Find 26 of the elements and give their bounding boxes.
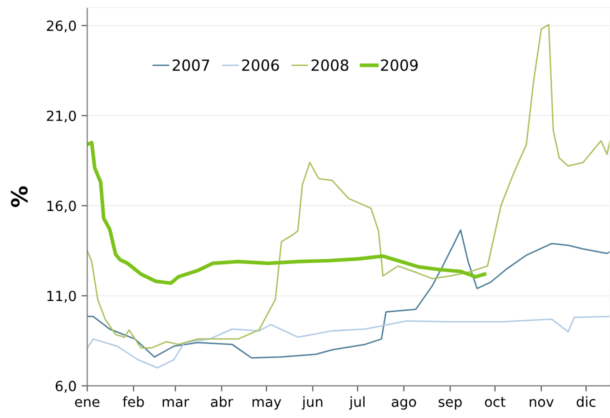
legend-label: 2008: [312, 59, 348, 71]
x-tick-label: abr: [210, 396, 234, 407]
x-tick-label: jun: [302, 396, 322, 410]
x-tick-label: sep: [438, 399, 462, 410]
legend-label: 2006: [242, 59, 279, 71]
legend-label: 2009: [381, 59, 418, 71]
line-series: [87, 229, 610, 359]
line-series: [87, 140, 486, 285]
line-series: [87, 24, 610, 349]
x-tick-label: oct: [484, 397, 506, 407]
y-tick-label: 16,0: [47, 200, 76, 213]
x-tick-label: may: [252, 399, 282, 410]
x-tick-label: nov: [530, 399, 554, 407]
x-tick-label: ago: [392, 399, 416, 410]
legend-label: 2007: [172, 59, 210, 71]
y-tick-label: 26,0: [46, 20, 76, 32]
y-tick-label: 6,0: [56, 380, 76, 393]
x-tick-label: mar: [162, 399, 190, 407]
x-tick-label: feb: [122, 396, 144, 407]
x-tick-label: dic: [576, 396, 596, 407]
y-axis-title: %: [10, 186, 28, 208]
x-tick-label: jul: [349, 396, 365, 410]
y-tick-label: 21,0: [46, 110, 76, 122]
x-tick-label: ene: [75, 399, 100, 407]
y-tick-label: 11,0: [47, 290, 76, 303]
line-series: [87, 316, 610, 368]
